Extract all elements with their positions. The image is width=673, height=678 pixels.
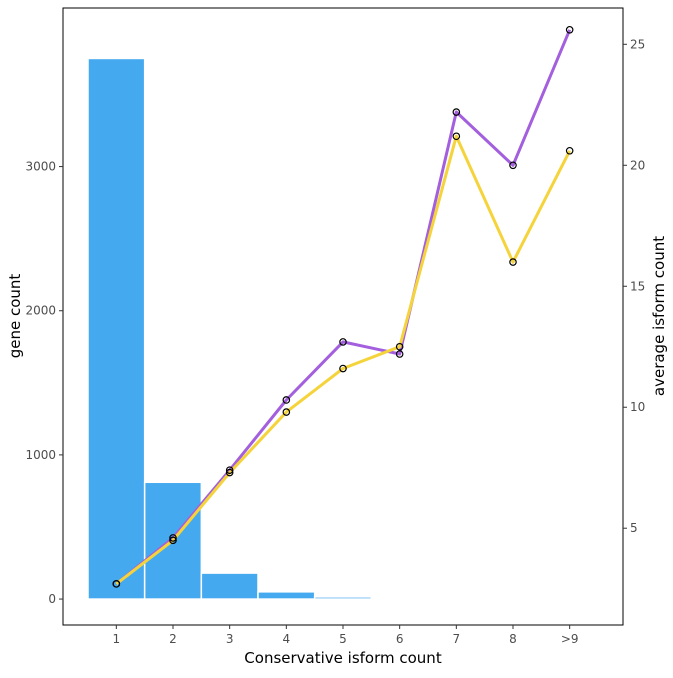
x-tick-label: 2: [169, 632, 177, 646]
bar: [540, 598, 599, 601]
data-point: [565, 146, 574, 155]
bar: [257, 591, 316, 600]
lines-layer: [115, 29, 572, 586]
x-axis-title: Conservative isform count: [244, 649, 442, 667]
data-point: [169, 536, 177, 545]
x-tick-label: 5: [339, 632, 347, 646]
data-point: [339, 364, 347, 373]
data-point: [169, 534, 177, 542]
y-tick-label: 2000: [25, 304, 56, 318]
series-line: [115, 134, 572, 586]
x-tick-label: >9: [561, 632, 579, 646]
bar: [87, 57, 146, 600]
y2-axis-title: average isform count: [650, 236, 668, 396]
points-layer: [112, 25, 574, 588]
bar: [483, 598, 543, 601]
y-tick-label: 0: [48, 592, 56, 606]
bars-layer: [87, 57, 599, 601]
bar: [370, 597, 429, 601]
y-tick-label: 1000: [25, 448, 56, 462]
data-point: [282, 408, 291, 416]
x-tick-label: 8: [509, 632, 517, 646]
y2-tick-label: 20: [630, 158, 645, 172]
data-point: [225, 466, 234, 474]
y-tick-label: 3000: [25, 160, 56, 174]
data-point: [509, 161, 517, 170]
x-axis: 1 2 3 4 5 6 7 8 >9: [113, 625, 579, 646]
data-point: [282, 396, 291, 404]
x-tick-label: 7: [453, 632, 461, 646]
data-point: [565, 25, 574, 34]
data-point: [452, 132, 461, 141]
data-point: [452, 108, 461, 116]
x-tick-label: 1: [113, 632, 121, 646]
x-tick-label: 6: [396, 632, 404, 646]
bar: [427, 598, 486, 601]
bar: [200, 572, 259, 600]
y2-tick-label: 25: [630, 37, 645, 51]
y2-tick-label: 15: [630, 279, 645, 293]
y-axis-right: 5 10 15 20 25: [623, 37, 645, 535]
y-axis-title: gene count: [6, 274, 24, 359]
x-tick-label: 4: [283, 632, 291, 646]
data-point: [395, 342, 404, 351]
data-point: [225, 468, 234, 477]
y2-tick-label: 5: [630, 521, 638, 535]
data-point: [112, 580, 121, 588]
x-tick-label: 3: [226, 632, 234, 646]
data-point: [395, 350, 404, 358]
data-point: [339, 338, 347, 346]
series-line: [115, 29, 572, 586]
y-axis-left: 0 1000 2000 3000: [25, 160, 63, 606]
bar: [313, 596, 373, 600]
data-point: [509, 258, 517, 266]
y2-tick-label: 10: [630, 400, 645, 414]
